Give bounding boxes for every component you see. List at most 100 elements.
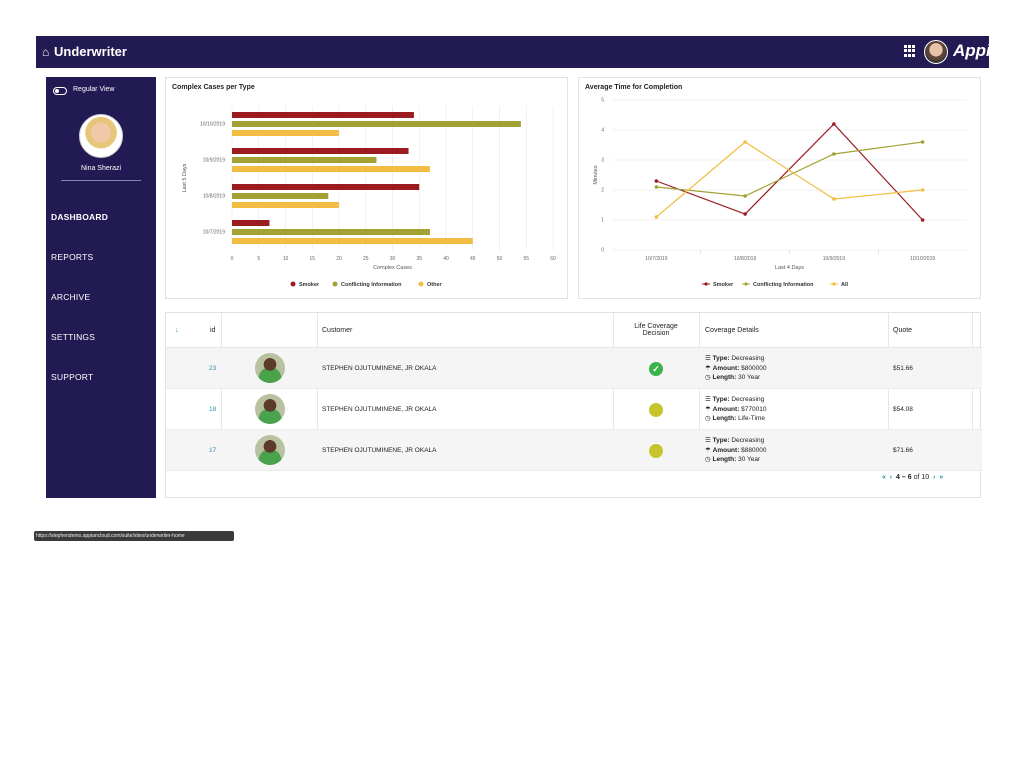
column-divider (699, 313, 700, 471)
table-row[interactable]: 23 STEPHEN OJUTUMINENE, JR OKALA ✓ ☰ Type: … (166, 348, 982, 389)
view-toggle-label[interactable]: Regular View (73, 86, 115, 93)
app-title[interactable]: Underwriter (54, 44, 127, 59)
legend-label: Conflicting Information (341, 282, 402, 288)
legend-marker-dot (744, 282, 748, 286)
list-icon: ☰ (705, 355, 711, 362)
x-tick-label: 15 (309, 256, 315, 262)
page-total: of 10 (913, 474, 930, 481)
legend-label: All (841, 282, 849, 288)
apps-grid-icon[interactable] (904, 45, 916, 57)
nav-archive[interactable]: ARCHIVE (51, 292, 91, 302)
legend-marker-dot (832, 282, 836, 286)
x-tick-label: 60 (550, 256, 556, 262)
header-quote[interactable]: Quote (893, 327, 913, 334)
sort-arrow-icon[interactable]: ↓ (175, 327, 179, 334)
legend-label: Smoker (299, 282, 320, 288)
length-label: Length: (712, 415, 737, 422)
nav-reports[interactable]: REPORTS (51, 252, 94, 262)
bar (232, 184, 420, 190)
table-row[interactable]: 18 STEPHEN OJUTUMINENE, JR OKALA ☰ Type: D… (166, 389, 982, 430)
coverage-type: Decreasing (731, 396, 765, 403)
series-line (656, 141, 923, 197)
umbrella-icon: ☂ (705, 405, 711, 413)
data-point (654, 215, 659, 219)
next-page-icon[interactable]: › (933, 474, 936, 481)
coverage-details: ☰ Type: Decreasing ☂ Amount: $880000 ◷ Len… (705, 436, 766, 465)
line-chart: 0 1 2 3 4 5 10/7/2019 10/8/2019 10/9/2019 10/10/2… (593, 98, 967, 288)
row-id-link[interactable]: 17 (209, 447, 217, 454)
header-decision[interactable]: Life Coverage Decision (631, 323, 681, 337)
y-tick-label: 10/8/2019 (203, 194, 225, 200)
data-point (832, 197, 836, 201)
data-point (920, 188, 925, 192)
line-chart-panel: Average Time for Completion 0 1 2 3 4 5 10/7/2… (578, 77, 981, 299)
legend-marker (290, 281, 296, 287)
legend-label: Conflicting Information (753, 282, 814, 288)
bar (232, 157, 377, 163)
amount-label: Amount: (712, 364, 740, 372)
pending-dot-icon (649, 444, 663, 458)
row-id-link[interactable]: 18 (209, 406, 217, 413)
y-tick-label: 2 (601, 188, 604, 194)
home-icon[interactable]: ⌂ (42, 45, 50, 59)
data-point (920, 140, 925, 144)
column-divider (888, 313, 889, 471)
user-avatar (79, 114, 123, 158)
table-row[interactable]: 17 STEPHEN OJUTUMINENE, JR OKALA ☰ Type: D… (166, 430, 982, 471)
clock-icon: ◷ (705, 374, 711, 381)
quote-value: $54.08 (893, 406, 913, 413)
customer-name: STEPHEN OJUTUMINENE, JR OKALA (322, 365, 437, 372)
y-tick-label: 10/7/2019 (203, 230, 225, 236)
header-decision-line1: Life Coverage (634, 323, 678, 330)
column-divider (221, 313, 222, 471)
data-point (920, 218, 925, 222)
customer-photo (255, 435, 285, 465)
view-toggle-icon[interactable] (53, 87, 67, 95)
y-tick-label: 0 (601, 248, 604, 254)
customer-photo (255, 394, 285, 424)
coverage-amount: $880000 (741, 446, 767, 454)
bar (232, 121, 521, 127)
column-divider (317, 313, 318, 471)
x-tick-label: 10/7/2019 (645, 256, 667, 262)
bar (232, 130, 339, 136)
bar (232, 112, 414, 118)
first-page-icon[interactable]: « (882, 474, 886, 481)
customer-name: STEPHEN OJUTUMINENE, JR OKALA (322, 406, 437, 413)
data-point (654, 185, 659, 189)
prev-page-icon[interactable]: ‹ (889, 474, 893, 481)
pagination: « ‹ 4 – 6 of 10 › » (882, 474, 943, 481)
sidebar: Regular View Nina Sherazi DASHBOARD REPO… (46, 77, 156, 498)
user-avatar-small[interactable] (924, 40, 948, 64)
coverage-length: Life-Time (738, 415, 765, 422)
coverage-length: 30 Year (738, 374, 761, 381)
coverage-type: Decreasing (731, 437, 765, 444)
bar (232, 220, 270, 226)
y-axis-label: Minutes (593, 165, 599, 185)
header-id[interactable]: id (210, 327, 216, 334)
nav-dashboard[interactable]: DASHBOARD (51, 212, 109, 222)
quote-value: $51.66 (893, 365, 913, 372)
x-tick-label: 10 (283, 256, 289, 262)
pending-dot-icon (649, 403, 663, 417)
type-label: Type: (712, 437, 730, 444)
x-tick-label: 10/8/2019 (734, 256, 756, 262)
x-tick-label: 35 (416, 256, 422, 262)
header-coverage[interactable]: Coverage Details (705, 327, 759, 334)
type-label: Type: (712, 396, 730, 403)
data-point (832, 122, 836, 126)
list-icon: ☰ (705, 437, 711, 444)
clock-icon: ◷ (705, 456, 711, 463)
last-page-icon[interactable]: » (939, 474, 944, 481)
series-line (655, 141, 923, 218)
row-id-link[interactable]: 23 (209, 365, 217, 372)
nav-support[interactable]: SUPPORT (51, 372, 94, 382)
coverage-amount: $800000 (741, 364, 767, 372)
coverage-details: ☰ Type: Decreasing ☂ Amount: $770010 ◷ Len… (705, 395, 766, 424)
header-customer[interactable]: Customer (322, 327, 353, 334)
coverage-details: ☰ Type: Decreasing ☂ Amount: $800000 ◷ Len… (705, 354, 766, 383)
customer-photo (255, 353, 285, 383)
y-tick-label: 10/9/2019 (203, 158, 225, 164)
nav-settings[interactable]: SETTINGS (51, 332, 96, 342)
